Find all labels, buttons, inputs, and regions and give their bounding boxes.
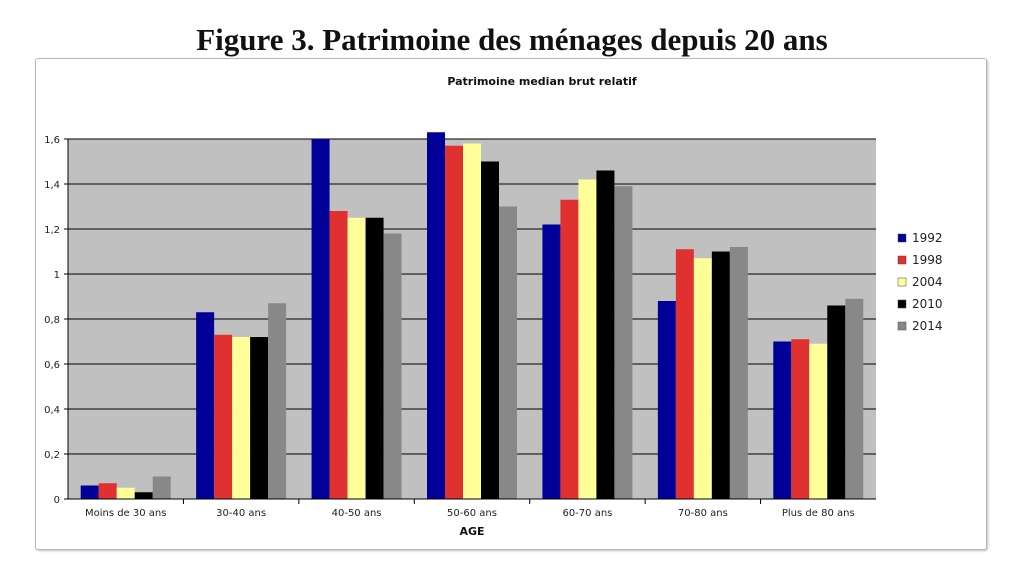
bar-2014 [614, 186, 633, 499]
bar-2010 [481, 161, 499, 499]
bar-1998 [98, 483, 117, 499]
x-tick-label: Moins de 30 ans [85, 508, 167, 519]
chart-title: Patrimoine median brut relatif [447, 75, 637, 88]
x-tick-label: 70-80 ans [678, 508, 728, 519]
legend-swatch-1998 [897, 255, 907, 265]
y-tick-label: 0,6 [44, 360, 60, 371]
x-tick-label: 40-50 ans [332, 508, 382, 519]
bar-1992 [427, 132, 445, 499]
bar-2004 [693, 258, 712, 499]
legend-label-1992: 1992 [912, 231, 943, 245]
bar-2010 [134, 492, 153, 499]
y-tick-label: 1,2 [44, 225, 60, 236]
y-tick-label: 1,6 [44, 135, 60, 146]
y-tick-label: 0,4 [44, 405, 60, 416]
legend-swatch-2010 [897, 299, 907, 309]
legend-label-2010: 2010 [912, 297, 943, 311]
y-tick-label: 1 [54, 270, 60, 281]
chart-frame: 0 0,2 0,4 0,6 0,8 1 1,2 1,4 1,6 Moins de 30 ans 3… [35, 58, 987, 550]
y-tick-label: 0,2 [44, 450, 60, 461]
bars [80, 132, 864, 499]
bar-1998 [329, 211, 348, 499]
bar-1992 [80, 485, 99, 499]
bar-2010 [250, 337, 269, 499]
bar-2014 [729, 247, 748, 499]
bar-2014 [383, 233, 402, 499]
y-axis-ticks: 0 0,2 0,4 0,6 0,8 1 1,2 1,4 1,6 [44, 135, 68, 506]
bar-2010 [596, 170, 615, 499]
bar-2014 [499, 206, 517, 499]
bar-1998 [445, 145, 463, 499]
bar-1998 [791, 339, 810, 499]
bar-1992 [196, 312, 215, 499]
y-tick-label: 1,4 [44, 180, 60, 191]
bar-2004 [578, 179, 597, 499]
legend-swatch-1992 [897, 233, 907, 243]
bar-2014 [152, 476, 171, 499]
legend-label-2004: 2004 [912, 275, 943, 289]
x-axis-label: AGE [459, 525, 484, 538]
bar-2004 [463, 143, 481, 499]
x-tick-label: 50-60 ans [447, 508, 497, 519]
y-tick-label: 0 [54, 495, 60, 506]
bar-2004 [232, 337, 251, 499]
bar-2010 [827, 305, 846, 499]
bar-chart: 0 0,2 0,4 0,6 0,8 1 1,2 1,4 1,6 Moins de 30 ans 3… [44, 75, 943, 538]
bar-2014 [268, 303, 287, 499]
x-tick-label: Plus de 80 ans [782, 508, 855, 519]
legend-swatch-2014 [897, 321, 907, 331]
bar-2014 [845, 298, 864, 499]
y-tick-label: 0,8 [44, 315, 60, 326]
legend-label-2014: 2014 [912, 319, 943, 333]
legend: 1992 1998 2004 2010 2014 [897, 231, 943, 333]
bar-1992 [311, 139, 330, 499]
x-axis-ticks: Moins de 30 ans 30-40 ans 40-50 ans 50-60 a… [85, 499, 855, 519]
bar-2004 [116, 487, 135, 499]
figure-title: Figure 3. Patrimoine des ménages depuis … [196, 22, 828, 57]
bar-1998 [675, 249, 694, 499]
bar-1992 [773, 341, 792, 499]
legend-swatch-2004 [897, 277, 907, 287]
x-tick-label: 60-70 ans [562, 508, 612, 519]
x-tick-label: 30-40 ans [216, 508, 266, 519]
bar-1998 [214, 334, 233, 499]
bar-2010 [365, 217, 384, 499]
bar-1992 [657, 301, 676, 499]
bar-1998 [560, 199, 579, 499]
legend-label-1998: 1998 [912, 253, 943, 267]
bar-1992 [542, 224, 561, 499]
bar-2010 [711, 251, 730, 499]
bar-2004 [809, 343, 828, 499]
bar-2004 [347, 217, 366, 499]
